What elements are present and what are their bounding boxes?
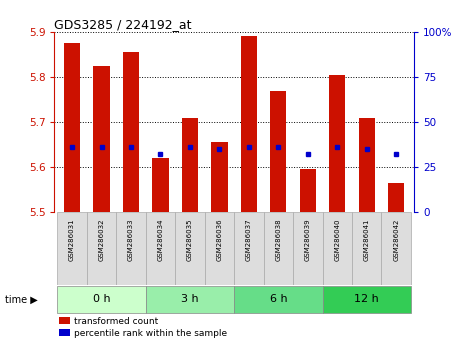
Text: GSM286034: GSM286034 (158, 218, 164, 261)
Text: GSM286032: GSM286032 (98, 218, 105, 261)
FancyBboxPatch shape (57, 286, 146, 313)
FancyBboxPatch shape (323, 286, 411, 313)
Text: 3 h: 3 h (181, 294, 199, 304)
Text: time ▶: time ▶ (5, 294, 37, 304)
Bar (182, 118, 198, 212)
Bar (329, 75, 345, 212)
FancyBboxPatch shape (293, 212, 323, 285)
Text: 0 h: 0 h (93, 294, 110, 304)
FancyBboxPatch shape (57, 212, 87, 285)
FancyBboxPatch shape (205, 212, 234, 285)
FancyBboxPatch shape (323, 212, 352, 285)
FancyBboxPatch shape (352, 212, 381, 285)
Bar (388, 183, 404, 212)
Text: GDS3285 / 224192_at: GDS3285 / 224192_at (54, 18, 192, 31)
Bar (211, 142, 228, 212)
Bar (152, 158, 168, 212)
Bar (270, 91, 287, 212)
Text: GSM286038: GSM286038 (275, 218, 281, 261)
Text: GSM286037: GSM286037 (246, 218, 252, 261)
Bar (64, 43, 80, 212)
Text: GSM286042: GSM286042 (393, 218, 399, 261)
FancyBboxPatch shape (263, 212, 293, 285)
Bar (123, 52, 139, 212)
FancyBboxPatch shape (87, 212, 116, 285)
Text: GSM286040: GSM286040 (334, 218, 340, 261)
Bar (359, 118, 375, 212)
Text: GSM286033: GSM286033 (128, 218, 134, 261)
Text: 6 h: 6 h (270, 294, 287, 304)
FancyBboxPatch shape (116, 212, 146, 285)
FancyBboxPatch shape (146, 212, 175, 285)
FancyBboxPatch shape (234, 286, 323, 313)
Text: GSM286036: GSM286036 (217, 218, 222, 261)
Legend: transformed count, percentile rank within the sample: transformed count, percentile rank withi… (59, 317, 228, 338)
FancyBboxPatch shape (234, 212, 263, 285)
Text: GSM286041: GSM286041 (364, 218, 370, 261)
Bar (94, 66, 110, 212)
Bar (300, 170, 316, 212)
Bar (241, 36, 257, 212)
Text: 12 h: 12 h (354, 294, 379, 304)
Text: GSM286031: GSM286031 (69, 218, 75, 261)
Text: GSM286035: GSM286035 (187, 218, 193, 261)
Text: GSM286039: GSM286039 (305, 218, 311, 261)
FancyBboxPatch shape (146, 286, 234, 313)
FancyBboxPatch shape (175, 212, 205, 285)
FancyBboxPatch shape (381, 212, 411, 285)
